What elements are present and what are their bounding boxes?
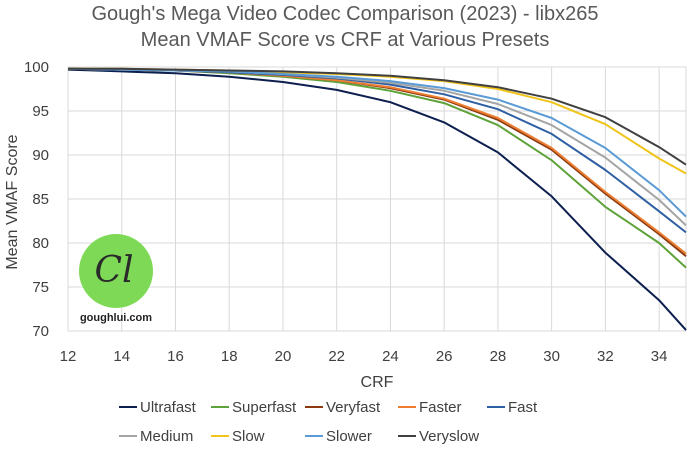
series-lines xyxy=(67,67,687,331)
series-line-medium xyxy=(67,67,687,227)
watermark-logo: Cl goughlui.com xyxy=(79,234,153,324)
x-tick-label: 18 xyxy=(221,348,238,365)
y-tick-label: 70 xyxy=(32,323,49,340)
legend-label-veryfast: Veryfast xyxy=(326,399,381,416)
y-tick-label: 85 xyxy=(32,191,49,208)
x-tick-label: 22 xyxy=(328,348,345,365)
y-axis-label: Mean VMAF Score xyxy=(4,134,21,269)
tick-labels: 12 14 16 18 20 22 24 26 28 30 32 34 100 95 90 85 80 75 70 xyxy=(24,59,668,365)
series-line-ultrafast xyxy=(67,68,687,331)
y-tick-label: 95 xyxy=(32,103,49,120)
x-tick-label: 12 xyxy=(60,348,77,365)
legend-label-superfast: Superfast xyxy=(232,399,297,416)
x-tick-label: 24 xyxy=(382,348,399,365)
x-tick-label: 28 xyxy=(490,348,507,365)
watermark-site: goughlui.com xyxy=(80,312,152,324)
x-tick-label: 30 xyxy=(543,348,560,365)
legend-label-slow: Slow xyxy=(232,428,265,445)
series-line-slower xyxy=(67,67,687,218)
x-tick-label: 14 xyxy=(113,348,130,365)
legend-label-veryslow: Veryslow xyxy=(419,428,479,445)
watermark-monogram: Cl xyxy=(94,250,133,291)
legend-label-ultrafast: Ultrafast xyxy=(140,399,197,416)
chart-subtitle: Mean VMAF Score vs CRF at Various Preset… xyxy=(140,29,550,51)
watermark-circle xyxy=(79,234,153,308)
legend-label-faster: Faster xyxy=(419,399,462,416)
x-tick-label: 32 xyxy=(597,348,614,365)
legend-label-fast: Fast xyxy=(508,399,538,416)
series-line-veryslow xyxy=(68,67,687,166)
y-tick-label: 80 xyxy=(32,235,49,252)
y-tick-label: 75 xyxy=(32,279,49,296)
grid xyxy=(67,66,687,332)
x-tick-label: 34 xyxy=(651,348,668,365)
y-tick-label: 100 xyxy=(24,59,49,76)
legend: Ultrafast Superfast Veryfast Faster Fast Medi… xyxy=(119,399,538,445)
legend-label-slower: Slower xyxy=(326,428,372,445)
x-tick-label: 20 xyxy=(275,348,292,365)
x-tick-label: 26 xyxy=(436,348,453,365)
x-axis-label: CRF xyxy=(361,374,394,391)
chart-title: Gough's Mega Video Codec Comparison (202… xyxy=(91,3,599,25)
x-tick-label: 16 xyxy=(167,348,184,365)
y-tick-label: 90 xyxy=(32,147,49,164)
legend-label-medium: Medium xyxy=(140,428,193,445)
